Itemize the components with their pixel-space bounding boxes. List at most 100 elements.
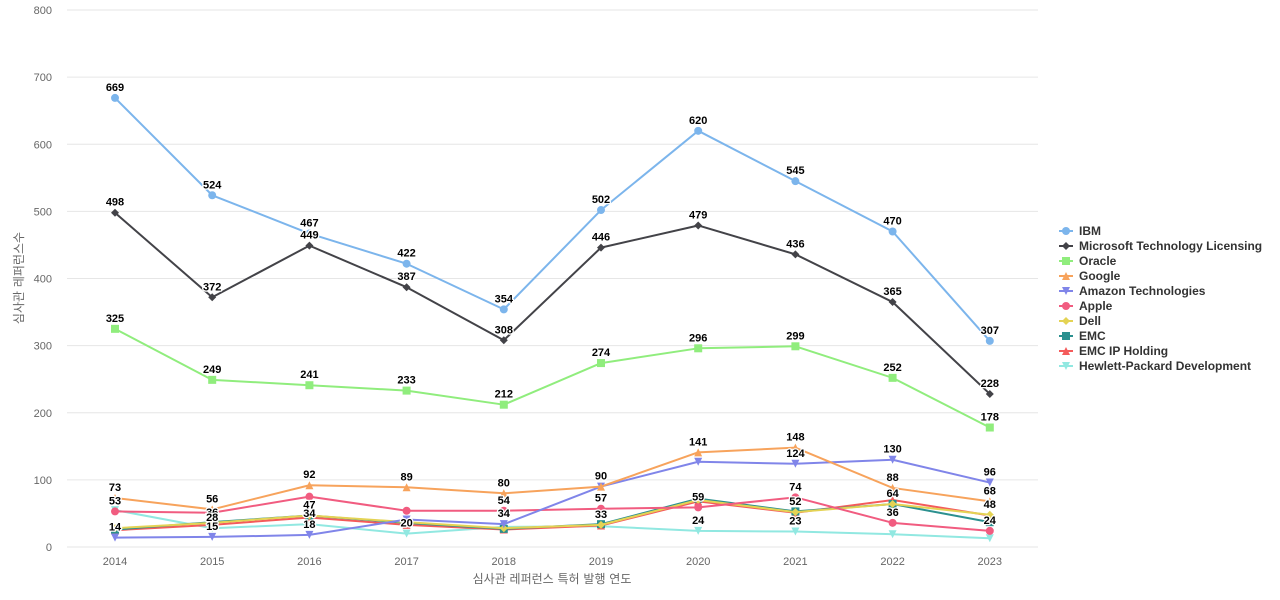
data-label-apple: 74	[789, 481, 802, 493]
legend-item-amazon-technologies[interactable]: Amazon Technologies	[1059, 284, 1206, 298]
data-point-microsoft-technology-licensing	[402, 283, 411, 292]
y-tick-label: 200	[34, 408, 52, 420]
data-point-dell	[791, 508, 800, 517]
data-label-microsoft-technology-licensing: 449	[300, 230, 318, 242]
y-tick-label: 600	[34, 139, 52, 151]
data-point-hewlett-packard-development	[694, 526, 703, 535]
series-line-oracle	[114, 327, 991, 429]
legend-item-google[interactable]: Google	[1059, 269, 1121, 283]
legend-item-ibm[interactable]: IBM	[1059, 224, 1101, 238]
y-axis-ticks: 0 100 200 300 400 500 600 700 800	[34, 5, 52, 554]
data-point-dell	[499, 524, 508, 533]
data-label-amazon-technologies: 14	[109, 522, 122, 534]
legend-label: EMC	[1079, 329, 1106, 343]
legend-label: Amazon Technologies	[1079, 284, 1206, 298]
data-point-hewlett-packard-development	[985, 534, 994, 543]
data-label-oracle: 233	[397, 375, 415, 387]
data-label-amazon-technologies: 15	[206, 521, 218, 533]
data-label-ibm: 422	[397, 248, 415, 260]
data-point-microsoft-technology-licensing	[791, 250, 800, 259]
data-label-google: 141	[689, 436, 707, 448]
data-point-apple	[305, 492, 314, 501]
data-label-google: 90	[595, 471, 607, 483]
legend-item-dell[interactable]: Dell	[1059, 314, 1101, 328]
data-point-hewlett-packard-development	[888, 530, 897, 539]
data-label-dell: 52	[789, 496, 801, 508]
data-label-apple: 57	[595, 493, 607, 505]
data-label-oracle: 274	[592, 347, 611, 359]
legend-marker	[1062, 257, 1070, 265]
data-label-ibm: 545	[786, 165, 804, 177]
legend-item-oracle[interactable]: Oracle	[1059, 254, 1117, 268]
data-label-google: 73	[109, 482, 121, 494]
data-label-ibm: 467	[300, 218, 318, 230]
data-point-microsoft-technology-licensing	[597, 243, 605, 252]
data-label-hewlett-packard-development: 20	[400, 518, 412, 530]
data-point-microsoft-technology-licensing	[888, 297, 897, 306]
data-point-google	[597, 482, 605, 491]
data-point-google	[985, 497, 994, 506]
legend-label: EMC IP Holding	[1079, 344, 1168, 358]
x-tick-label: 2023	[978, 556, 1002, 568]
data-point-oracle	[402, 386, 411, 395]
legend-item-apple[interactable]: Apple	[1059, 299, 1113, 313]
data-label-ibm: 354	[495, 293, 514, 305]
series-amazon-technologies	[111, 455, 994, 542]
data-point-dell	[111, 524, 119, 533]
data-point-oracle	[305, 381, 314, 390]
data-point-google	[888, 483, 897, 492]
series-line-google	[114, 446, 991, 511]
data-point-dell	[985, 510, 994, 519]
data-point-dell	[888, 500, 897, 509]
data-label-oracle: 241	[300, 369, 318, 381]
legend-marker	[1062, 272, 1070, 280]
data-point-microsoft-technology-licensing	[305, 241, 314, 250]
data-point-amazon-technologies	[208, 532, 217, 541]
data-point-google	[694, 448, 703, 457]
data-point-apple	[111, 507, 119, 516]
data-point-dell	[208, 518, 217, 527]
data-point-oracle	[597, 359, 605, 368]
data-label-oracle: 212	[495, 389, 513, 401]
data-point-ibm	[111, 93, 119, 102]
legend-item-microsoft-technology-licensing[interactable]: Microsoft Technology Licensing	[1059, 239, 1262, 253]
data-label-microsoft-technology-licensing: 308	[495, 324, 513, 336]
data-point-apple	[694, 503, 703, 512]
data-label-oracle: 249	[203, 364, 221, 376]
data-label-ibm: 307	[981, 325, 999, 337]
series-apple	[111, 492, 994, 535]
data-label-microsoft-technology-licensing: 498	[106, 197, 124, 209]
data-label-amazon-technologies: 96	[984, 467, 996, 479]
legend-marker	[1062, 242, 1070, 250]
data-label-microsoft-technology-licensing: 446	[592, 232, 610, 244]
data-label-hewlett-packard-development: 23	[789, 516, 801, 528]
data-label-google: 88	[886, 472, 898, 484]
data-label-microsoft-technology-licensing: 372	[203, 281, 221, 293]
data-point-hewlett-packard-development	[402, 529, 411, 538]
data-label-hewlett-packard-development: 28	[206, 512, 218, 524]
data-point-ibm	[791, 177, 800, 186]
data-point-hewlett-packard-development	[791, 527, 800, 536]
data-point-apple	[985, 526, 994, 535]
data-point-ibm	[305, 229, 314, 238]
legend-item-emc-ip-holding[interactable]: EMC IP Holding	[1059, 344, 1168, 358]
data-label-dell: 48	[984, 499, 996, 511]
legend-item-hewlett-packard-development[interactable]: Hewlett-Packard Development	[1059, 359, 1251, 373]
x-tick-label: 2014	[103, 556, 127, 568]
data-point-google	[111, 493, 119, 502]
data-point-google	[305, 481, 314, 490]
data-point-ibm	[402, 259, 411, 268]
data-label-microsoft-technology-licensing: 365	[883, 286, 901, 298]
x-axis-ticks: 2014 2015 2016 2017 2018 2019 2020 2021 2022 2023	[103, 556, 1002, 568]
data-point-google	[402, 483, 411, 492]
data-label-oracle: 252	[883, 362, 901, 374]
data-label-oracle: 299	[786, 330, 804, 342]
data-label-google: 89	[400, 471, 412, 483]
data-label-apple: 53	[109, 495, 121, 507]
x-tick-label: 2017	[394, 556, 418, 568]
data-label-dell: 64	[886, 488, 899, 500]
legend-item-emc[interactable]: EMC	[1059, 329, 1106, 343]
data-label-ibm: 524	[203, 179, 222, 191]
legend-label: IBM	[1079, 224, 1101, 238]
